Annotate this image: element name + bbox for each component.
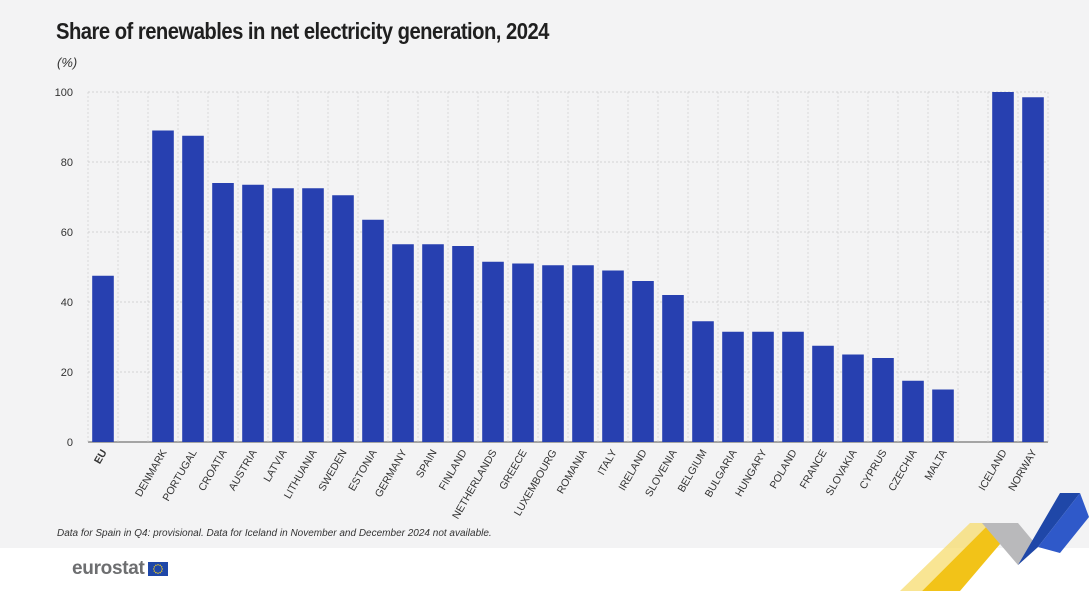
bar-belgium xyxy=(692,321,714,442)
bar-sweden xyxy=(332,195,354,442)
x-tick-label: EU xyxy=(92,448,110,467)
flag-star xyxy=(160,566,162,568)
bar-austria xyxy=(242,184,264,442)
flag-star xyxy=(161,568,163,570)
bar-germany xyxy=(392,244,414,442)
x-tick-label: LATVIA xyxy=(262,448,290,485)
bar-croatia xyxy=(212,183,234,442)
x-tick-label: CYPRUS xyxy=(857,448,889,492)
footnote: Data for Spain in Q4: provisional. Data … xyxy=(57,528,492,539)
x-tick-label: ITALY xyxy=(595,448,619,478)
bar-luxembourg xyxy=(542,265,564,442)
flag-star xyxy=(158,571,161,574)
y-tick-label: 100 xyxy=(55,87,73,99)
bar-hungary xyxy=(752,331,774,442)
flag-star xyxy=(154,564,157,567)
bar-chart: 0 20 40 60 80 100 EU DENMARKPORTUGALCROATIAAUS… xyxy=(55,87,1049,521)
bar-cyprus xyxy=(872,358,894,442)
bar-bulgaria xyxy=(722,331,744,442)
x-tick-label: SWEDEN xyxy=(316,448,349,494)
bar-romania xyxy=(572,265,594,442)
flag-star xyxy=(158,564,161,567)
y-tick-label: 0 xyxy=(67,437,73,449)
bars xyxy=(92,92,1044,442)
bar-lithuania xyxy=(302,188,324,442)
y-tick-label: 40 xyxy=(61,297,73,309)
x-tick-label: BELGIUM xyxy=(676,448,710,495)
x-tick-label: MALTA xyxy=(922,448,949,483)
x-tick-label: GREECE xyxy=(497,448,530,492)
decorative-ribbon-graphic xyxy=(900,493,1089,591)
bar-greece xyxy=(512,263,534,442)
x-tick-label: AUSTRIA xyxy=(226,448,259,493)
y-tick-label: 80 xyxy=(61,157,73,169)
flag-star xyxy=(152,568,155,570)
bar-poland xyxy=(782,331,804,442)
flag-star xyxy=(160,570,162,572)
bar-czechia xyxy=(902,380,924,442)
eu-flag-icon xyxy=(147,562,168,576)
chart-title: Share of renewables in net electricity g… xyxy=(56,18,549,44)
y-tick-labels: 0 20 40 60 80 100 xyxy=(55,87,73,449)
x-tick-label: SLOVAKIA xyxy=(824,448,860,498)
x-tick-label: FRANCE xyxy=(798,448,830,491)
y-tick-label: 60 xyxy=(61,227,73,239)
bar-norway xyxy=(1022,97,1044,442)
x-tick-label: ESTONIA xyxy=(346,448,379,494)
bar-estonia xyxy=(362,219,384,442)
bar-denmark xyxy=(152,130,174,442)
bar-finland xyxy=(452,246,474,442)
x-tick-label: POLAND xyxy=(768,447,800,491)
flag-star xyxy=(154,571,157,574)
bar-france xyxy=(812,345,834,442)
bar-slovakia xyxy=(842,354,864,442)
bar-malta xyxy=(932,389,954,442)
bar-iceland xyxy=(992,92,1014,442)
y-tick-label: 20 xyxy=(61,367,73,379)
flag-star xyxy=(156,572,159,574)
bar-ireland xyxy=(632,281,654,442)
bar-latvia xyxy=(272,188,294,442)
bar-eu xyxy=(92,275,114,442)
flag-star xyxy=(153,566,155,568)
brand-name: eurostat xyxy=(72,558,145,579)
bar-portugal xyxy=(182,135,204,442)
bar-netherlands xyxy=(482,261,504,442)
x-tick-label: ROMANIA xyxy=(555,448,590,496)
y-axis-unit: (%) xyxy=(57,55,78,70)
x-tick-label: CROATIA xyxy=(196,448,229,494)
eurostat-logo: eurostat xyxy=(72,558,168,580)
x-tick-label: SPAIN xyxy=(414,448,440,481)
bar-italy xyxy=(602,270,624,442)
bar-slovenia xyxy=(662,295,684,442)
bar-spain xyxy=(422,244,444,442)
flag-star xyxy=(156,564,159,566)
flag-star xyxy=(153,570,155,572)
x-tick-label: IRELAND xyxy=(616,447,649,493)
x-tick-label: FINLAND xyxy=(437,447,470,492)
